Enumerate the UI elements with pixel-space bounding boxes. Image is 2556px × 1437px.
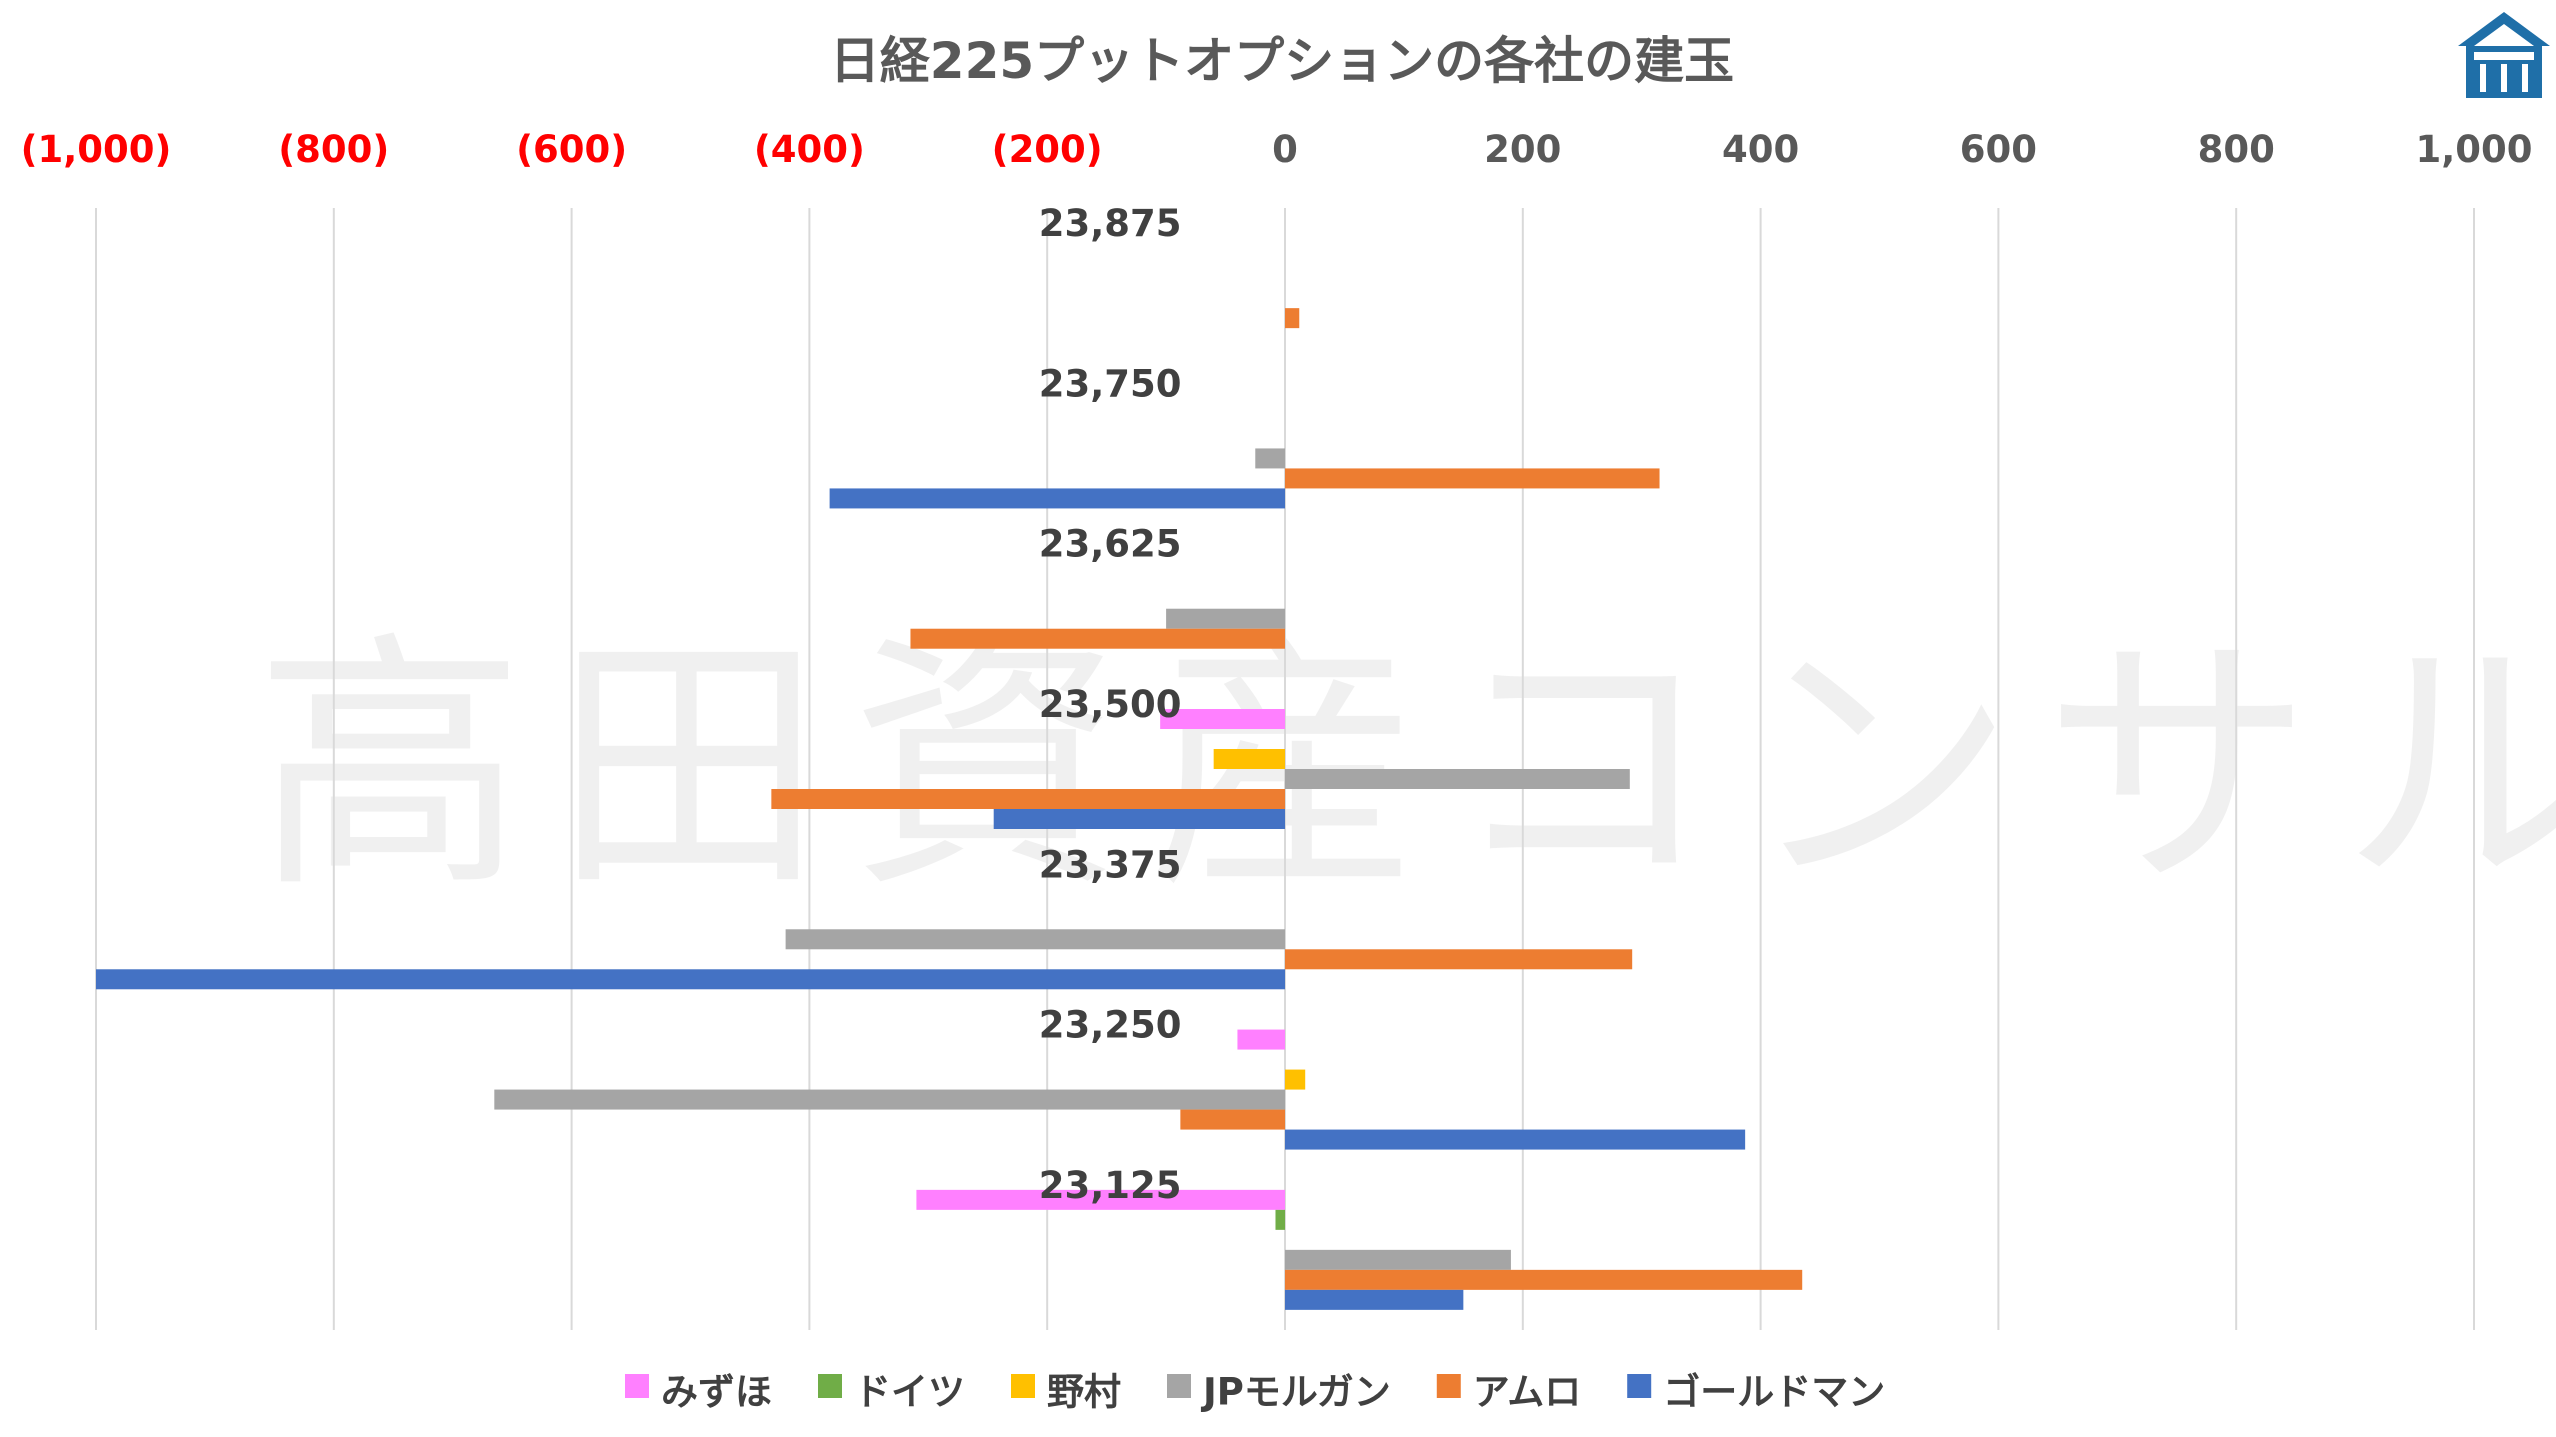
- bar: [829, 488, 1285, 509]
- x-tick-label: (1,000): [21, 128, 172, 171]
- legend-label: ゴールドマン: [1663, 1371, 1885, 1414]
- bar: [1285, 1269, 1803, 1290]
- x-tick-label: (600): [516, 128, 627, 171]
- bar: [916, 1189, 1285, 1210]
- legend-swatch: [1011, 1374, 1035, 1398]
- legend-item: JPモルガン: [1167, 1371, 1391, 1414]
- legend-swatch: [1167, 1374, 1191, 1398]
- bar: [1275, 1209, 1285, 1230]
- bar: [1166, 608, 1285, 629]
- legend-item: ドイツ: [818, 1371, 965, 1414]
- legend-label: 野村: [1047, 1371, 1121, 1414]
- legend-swatch: [625, 1374, 649, 1398]
- chart-title: 日経225プットオプションの各社の建玉: [830, 32, 1734, 90]
- bar: [1285, 308, 1300, 329]
- legend-label: ドイツ: [854, 1371, 965, 1414]
- x-tick-label: 600: [1960, 128, 2037, 171]
- legend-swatch: [818, 1374, 842, 1398]
- category-label: 23,875: [1039, 202, 1182, 245]
- legend-item: ゴールドマン: [1627, 1371, 1885, 1414]
- bar: [494, 1089, 1285, 1110]
- bar: [96, 969, 1285, 990]
- legend-label: アムロ: [1473, 1371, 1581, 1414]
- bar: [1237, 1029, 1285, 1050]
- bar: [993, 809, 1285, 829]
- x-tick-label: 1,000: [2415, 128, 2532, 171]
- category-label: 23,125: [1039, 1164, 1182, 1207]
- house-logo-icon: [2458, 12, 2550, 98]
- legend-item: みずほ: [625, 1371, 772, 1414]
- x-tick-label: 200: [1484, 128, 1561, 171]
- category-label: 23,625: [1039, 523, 1182, 566]
- legend-label: JPモルガン: [1200, 1371, 1391, 1414]
- bar: [771, 789, 1285, 809]
- bar: [1213, 749, 1285, 769]
- bar: [1285, 1249, 1511, 1270]
- bar: [1255, 448, 1285, 469]
- legend-swatch: [1436, 1374, 1461, 1398]
- bar: [1285, 769, 1630, 789]
- x-tick-label: 0: [1272, 128, 1298, 171]
- legend-item: アムロ: [1436, 1371, 1581, 1414]
- category-label: 23,500: [1039, 683, 1182, 726]
- legend-swatch: [1627, 1374, 1652, 1398]
- legend-label: みずほ: [661, 1371, 772, 1414]
- bar: [910, 628, 1285, 649]
- x-tick-label: 400: [1722, 128, 1799, 171]
- bar: [1160, 709, 1285, 729]
- category-label: 23,375: [1039, 843, 1182, 886]
- legend-item: 野村: [1011, 1371, 1121, 1414]
- bar: [1180, 1109, 1285, 1130]
- bar: [1285, 1129, 1746, 1150]
- bar: [1285, 1289, 1464, 1310]
- bar: [1285, 949, 1633, 970]
- watermark: 高田資産コンサル: [255, 609, 2556, 924]
- x-tick-label: (400): [754, 128, 865, 171]
- bar: [1285, 468, 1660, 489]
- x-tick-label: (200): [992, 128, 1103, 171]
- category-label: 23,750: [1039, 362, 1182, 405]
- x-tick-label: 800: [2198, 128, 2275, 171]
- bar: [1285, 1069, 1306, 1090]
- category-label: 23,250: [1039, 1004, 1182, 1047]
- x-tick-label: (800): [278, 128, 389, 171]
- bar: [785, 929, 1285, 950]
